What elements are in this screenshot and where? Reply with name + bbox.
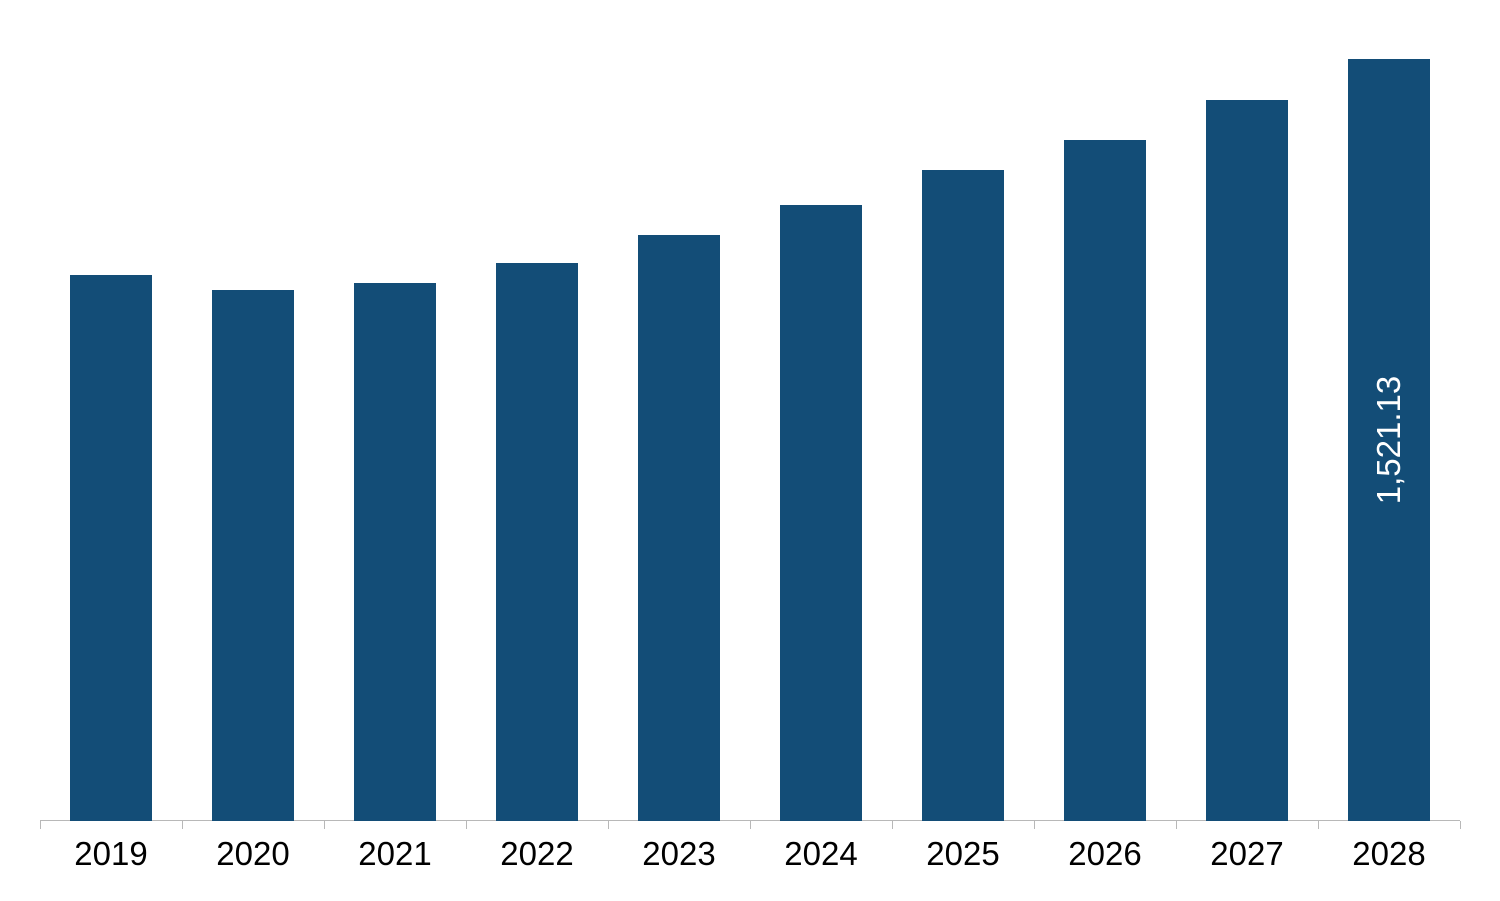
x-axis-label: 2022 xyxy=(500,835,573,873)
x-axis-label: 2025 xyxy=(926,835,999,873)
bar xyxy=(638,235,720,821)
bar xyxy=(354,283,436,821)
x-axis-label: 2019 xyxy=(74,835,147,873)
plot-area: 1,521.13 xyxy=(40,20,1460,821)
x-axis-label: 2026 xyxy=(1068,835,1141,873)
x-axis-label: 2021 xyxy=(358,835,431,873)
bar xyxy=(780,205,862,821)
x-axis-label: 2027 xyxy=(1210,835,1283,873)
bar xyxy=(70,275,152,821)
x-axis-label: 2024 xyxy=(784,835,857,873)
bar-chart: 1,521.13 2019 2020 2021 2022 2023 2024 2025 202… xyxy=(40,20,1460,881)
x-axis-labels: 2019 2020 2021 2022 2023 2024 2025 2026 2027 2028 xyxy=(40,821,1460,881)
x-axis-label: 2023 xyxy=(642,835,715,873)
bar-value-label: 1,521.13 xyxy=(1370,376,1408,504)
bar: 1,521.13 xyxy=(1348,59,1430,821)
bar xyxy=(212,290,294,821)
bar xyxy=(1064,140,1146,821)
bar xyxy=(496,263,578,821)
x-axis-tick xyxy=(1460,821,1461,829)
bar xyxy=(1206,100,1288,821)
bar xyxy=(922,170,1004,821)
x-axis-label: 2028 xyxy=(1352,835,1425,873)
x-axis-label: 2020 xyxy=(216,835,289,873)
